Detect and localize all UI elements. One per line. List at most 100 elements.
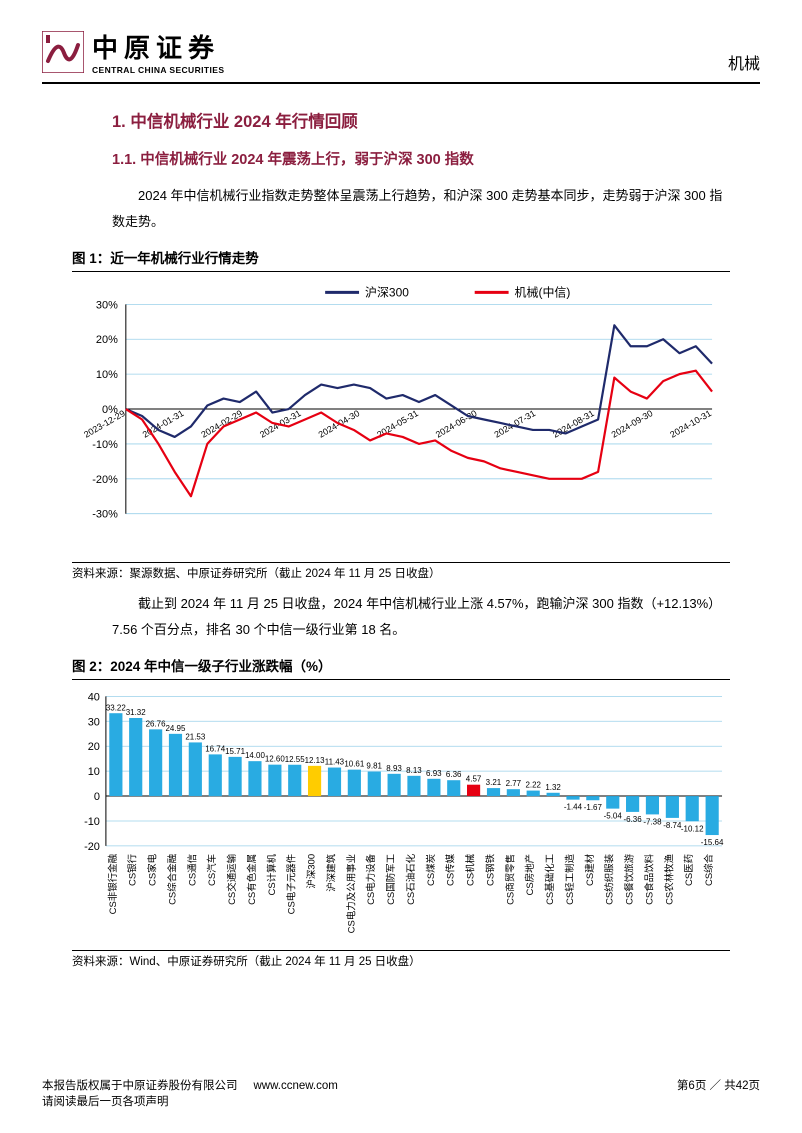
fig1-chart: -30%-20%-10%0%10%20%30%2023-12-292024-01… bbox=[72, 278, 730, 558]
svg-text:沪深300: 沪深300 bbox=[365, 285, 409, 299]
page: 中原证券 CENTRAL CHINA SECURITIES 机械 1. 中信机械… bbox=[0, 0, 802, 1133]
svg-text:CS国防军工: CS国防军工 bbox=[385, 853, 397, 904]
svg-text:8.93: 8.93 bbox=[386, 763, 402, 772]
svg-text:16.74: 16.74 bbox=[205, 744, 226, 753]
svg-text:26.76: 26.76 bbox=[146, 719, 167, 728]
svg-text:2024-09-30: 2024-09-30 bbox=[610, 408, 655, 440]
svg-text:CS银行: CS银行 bbox=[127, 853, 139, 886]
svg-text:20: 20 bbox=[88, 741, 100, 753]
logo-mark-icon bbox=[42, 31, 84, 73]
logo-block: 中原证券 CENTRAL CHINA SECURITIES bbox=[42, 28, 760, 75]
svg-text:CS电力及公用事业: CS电力及公用事业 bbox=[345, 853, 357, 932]
svg-text:-6.36: -6.36 bbox=[624, 814, 643, 823]
svg-text:12.55: 12.55 bbox=[285, 754, 306, 763]
svg-text:2024-02-29: 2024-02-29 bbox=[199, 408, 244, 440]
svg-text:-10: -10 bbox=[84, 815, 100, 827]
svg-text:9.81: 9.81 bbox=[366, 761, 382, 770]
svg-text:CS轻工制造: CS轻工制造 bbox=[564, 853, 576, 905]
svg-text:2.22: 2.22 bbox=[525, 780, 541, 789]
logo-text: 中原证券 CENTRAL CHINA SECURITIES bbox=[92, 28, 224, 75]
svg-text:CS煤炭: CS煤炭 bbox=[425, 853, 437, 886]
svg-text:CS电子元器件: CS电子元器件 bbox=[286, 853, 298, 914]
svg-text:10%: 10% bbox=[96, 369, 118, 381]
svg-text:CS餐饮旅游: CS餐饮旅游 bbox=[624, 853, 636, 905]
svg-text:CS石油石化: CS石油石化 bbox=[405, 853, 417, 905]
svg-text:CS医药: CS医药 bbox=[684, 853, 695, 885]
svg-text:24.95: 24.95 bbox=[165, 723, 186, 732]
svg-text:CS家电: CS家电 bbox=[147, 853, 159, 886]
svg-text:31.32: 31.32 bbox=[126, 708, 147, 717]
svg-text:-20%: -20% bbox=[92, 473, 118, 485]
paragraph-2: 截止到 2024 年 11 月 25 日收盘，2024 年中信机械行业上涨 4.… bbox=[112, 591, 730, 643]
svg-text:15.71: 15.71 bbox=[225, 746, 246, 755]
svg-text:CS建材: CS建材 bbox=[584, 853, 596, 886]
svg-text:CS综合: CS综合 bbox=[703, 853, 715, 886]
svg-text:12.13: 12.13 bbox=[305, 755, 326, 764]
svg-text:3.21: 3.21 bbox=[486, 778, 502, 787]
svg-text:-30%: -30% bbox=[92, 508, 118, 520]
svg-text:1.32: 1.32 bbox=[545, 782, 561, 791]
svg-text:6.36: 6.36 bbox=[446, 770, 462, 779]
header: 中原证券 CENTRAL CHINA SECURITIES 机械 bbox=[42, 28, 760, 80]
fig1-svg: -30%-20%-10%0%10%20%30%2023-12-292024-01… bbox=[72, 278, 730, 558]
fig1-source: 资料来源：聚源数据、中原证券研究所（截止 2024 年 11 月 25 日收盘） bbox=[72, 565, 760, 581]
fig2-title: 图 2：2024 年中信一级子行业涨跌幅（%） bbox=[72, 655, 760, 675]
svg-text:机械(中信): 机械(中信) bbox=[515, 284, 571, 299]
svg-text:-5.04: -5.04 bbox=[604, 811, 623, 820]
footer: 本报告版权属于中原证券股份有限公司 www.ccnew.com 请阅读最后一页各… bbox=[42, 1077, 760, 1109]
svg-text:CS传媒: CS传媒 bbox=[445, 853, 457, 886]
svg-text:CS钢铁: CS钢铁 bbox=[484, 853, 496, 886]
svg-text:CS基础化工: CS基础化工 bbox=[544, 853, 556, 904]
svg-text:CS食品饮料: CS食品饮料 bbox=[643, 853, 655, 905]
fig2-chart: -20-1001020304033.22CS非银行金融31.32CS银行26.7… bbox=[72, 686, 730, 946]
svg-text:沪深建筑: 沪深建筑 bbox=[325, 853, 337, 891]
svg-text:CS交通运输: CS交通运输 bbox=[226, 853, 238, 905]
footer-left: 本报告版权属于中原证券股份有限公司 www.ccnew.com 请阅读最后一页各… bbox=[42, 1077, 647, 1109]
heading-1-1: 1.1. 中信机械行业 2024 年震荡上行，弱于沪深 300 指数 bbox=[112, 148, 760, 169]
fig2-rule-bot bbox=[72, 950, 730, 951]
svg-text:10: 10 bbox=[88, 766, 100, 778]
svg-text:CS商贸零售: CS商贸零售 bbox=[504, 853, 516, 904]
fig2-svg: -20-1001020304033.22CS非银行金融31.32CS银行26.7… bbox=[72, 686, 730, 946]
footer-url: www.ccnew.com bbox=[253, 1080, 337, 1092]
svg-text:-8.74: -8.74 bbox=[663, 820, 682, 829]
svg-text:40: 40 bbox=[88, 691, 100, 703]
footer-page: 第6页 ／ 共42页 bbox=[677, 1077, 760, 1109]
svg-text:CS计算机: CS计算机 bbox=[266, 853, 278, 895]
svg-text:沪深300: 沪深300 bbox=[306, 853, 318, 888]
svg-text:CS通信: CS通信 bbox=[186, 853, 198, 885]
svg-text:30%: 30% bbox=[96, 299, 118, 311]
svg-text:30: 30 bbox=[88, 716, 100, 728]
footer-copyright: 本报告版权属于中原证券股份有限公司 bbox=[42, 1080, 238, 1092]
header-rule bbox=[42, 82, 760, 84]
svg-text:-10.12: -10.12 bbox=[681, 824, 704, 833]
svg-text:4.57: 4.57 bbox=[466, 774, 482, 783]
svg-text:CS有色金属: CS有色金属 bbox=[246, 853, 258, 904]
svg-text:CS房地产: CS房地产 bbox=[524, 853, 536, 895]
fig2-rule-top bbox=[72, 679, 730, 680]
svg-text:CS综合金融: CS综合金融 bbox=[166, 853, 178, 905]
svg-text:CS电力设备: CS电力设备 bbox=[365, 853, 377, 905]
svg-text:CS农林牧渔: CS农林牧渔 bbox=[663, 853, 675, 905]
logo-text-cn: 中原证券 bbox=[92, 28, 224, 65]
header-sector-label: 机械 bbox=[728, 50, 760, 74]
svg-text:33.22: 33.22 bbox=[106, 703, 127, 712]
svg-text:2024-07-31: 2024-07-31 bbox=[492, 408, 537, 440]
svg-text:0: 0 bbox=[94, 791, 100, 803]
svg-text:-1.67: -1.67 bbox=[584, 803, 603, 812]
paragraph-1: 2024 年中信机械行业指数走势整体呈震荡上行趋势，和沪深 300 走势基本同步… bbox=[112, 183, 730, 235]
svg-text:11.43: 11.43 bbox=[325, 757, 345, 766]
svg-text:12.60: 12.60 bbox=[265, 754, 286, 763]
svg-text:-7.38: -7.38 bbox=[643, 817, 662, 826]
svg-text:-20: -20 bbox=[84, 840, 100, 852]
svg-text:14.00: 14.00 bbox=[245, 751, 266, 760]
fig1-rule-top bbox=[72, 271, 730, 272]
svg-text:-1.44: -1.44 bbox=[564, 802, 583, 811]
svg-text:2.77: 2.77 bbox=[506, 779, 522, 788]
svg-text:21.53: 21.53 bbox=[185, 732, 206, 741]
heading-1: 1. 中信机械行业 2024 年行情回顾 bbox=[112, 108, 760, 132]
footer-disclaimer: 请阅读最后一页各项声明 bbox=[42, 1096, 169, 1108]
svg-text:8.13: 8.13 bbox=[406, 765, 422, 774]
svg-text:-10%: -10% bbox=[92, 438, 118, 450]
svg-text:CS纺织服装: CS纺织服装 bbox=[604, 853, 616, 905]
